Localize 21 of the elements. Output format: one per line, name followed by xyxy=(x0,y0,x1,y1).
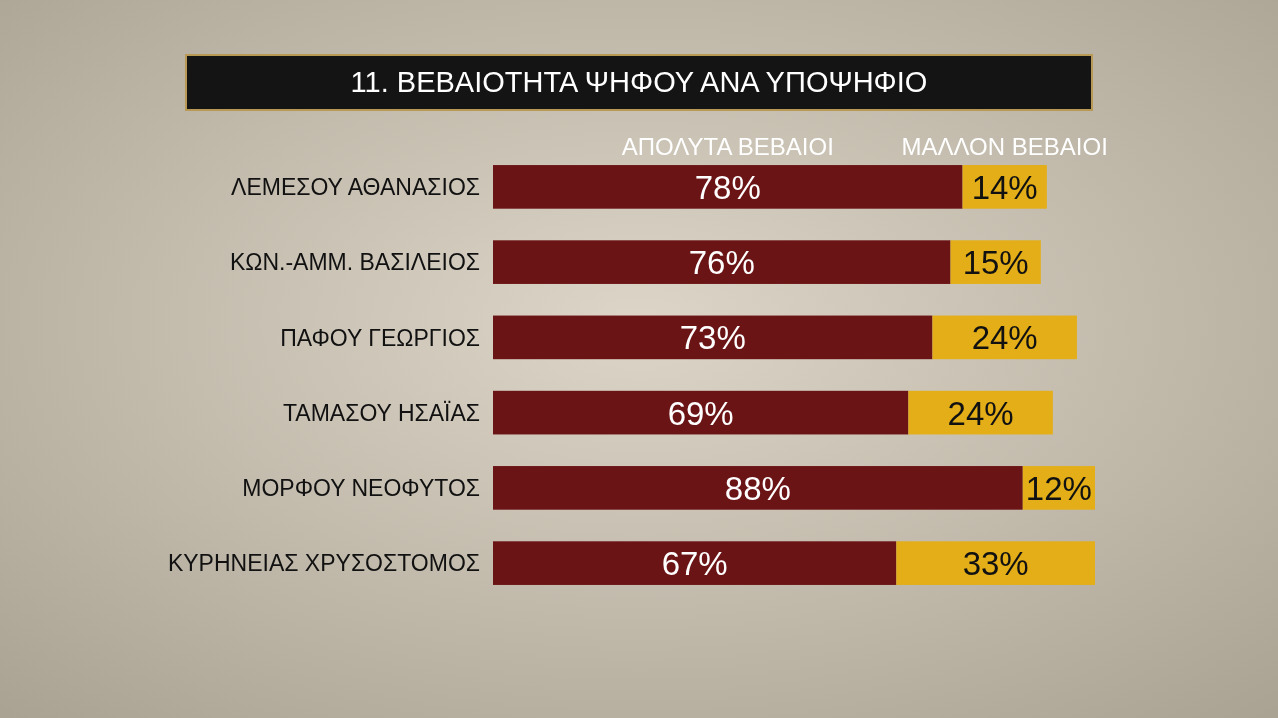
data-label: 76% xyxy=(688,244,755,281)
y-tick-label: ΜΟΡΦΟΥ ΝΕΟΦΥΤΟΣ xyxy=(242,475,480,502)
y-tick-label: ΚΥΡΗΝΕΙΑΣ ΧΡΥΣΟΣΤΟΜΟΣ xyxy=(167,550,480,577)
data-label: 73% xyxy=(679,319,746,357)
y-tick-label: ΛΕΜΕΣΟΥ ΑΘΑΝΑΣΙΟΣ xyxy=(231,174,480,201)
data-label: 15% xyxy=(962,244,1029,281)
series-label: ΑΠΟΛΥΤΑ ΒΕΒΑΙΟΙ xyxy=(621,133,834,161)
y-tick-label: ΚΩΝ.-ΑΜΜ. ΒΑΣΙΛΕΙΟΣ xyxy=(229,249,480,276)
data-label: 67% xyxy=(661,545,728,583)
data-label: 88% xyxy=(724,469,791,507)
data-label: 24% xyxy=(947,394,1014,432)
data-label: 33% xyxy=(962,545,1029,583)
data-label: 14% xyxy=(971,168,1038,206)
data-label: 78% xyxy=(694,168,761,206)
y-tick-label: ΤΑΜΑΣΟΥ ΗΣΑΪΑΣ xyxy=(283,399,480,426)
data-label: 69% xyxy=(667,394,734,432)
chart-title: 11. ΒΕΒΑΙΟΤΗΤΑ ΨΗΦΟΥ ΑΝΑ ΥΠΟΨΗΦΙΟ xyxy=(350,66,928,99)
data-label: 12% xyxy=(1025,469,1092,507)
series-label: ΜΑΛΛΟΝ ΒΕΒΑΙΟΙ xyxy=(901,133,1108,161)
data-label: 24% xyxy=(971,319,1038,357)
y-tick-label: ΠΑΦΟΥ ΓΕΩΡΓΙΟΣ xyxy=(280,324,480,351)
